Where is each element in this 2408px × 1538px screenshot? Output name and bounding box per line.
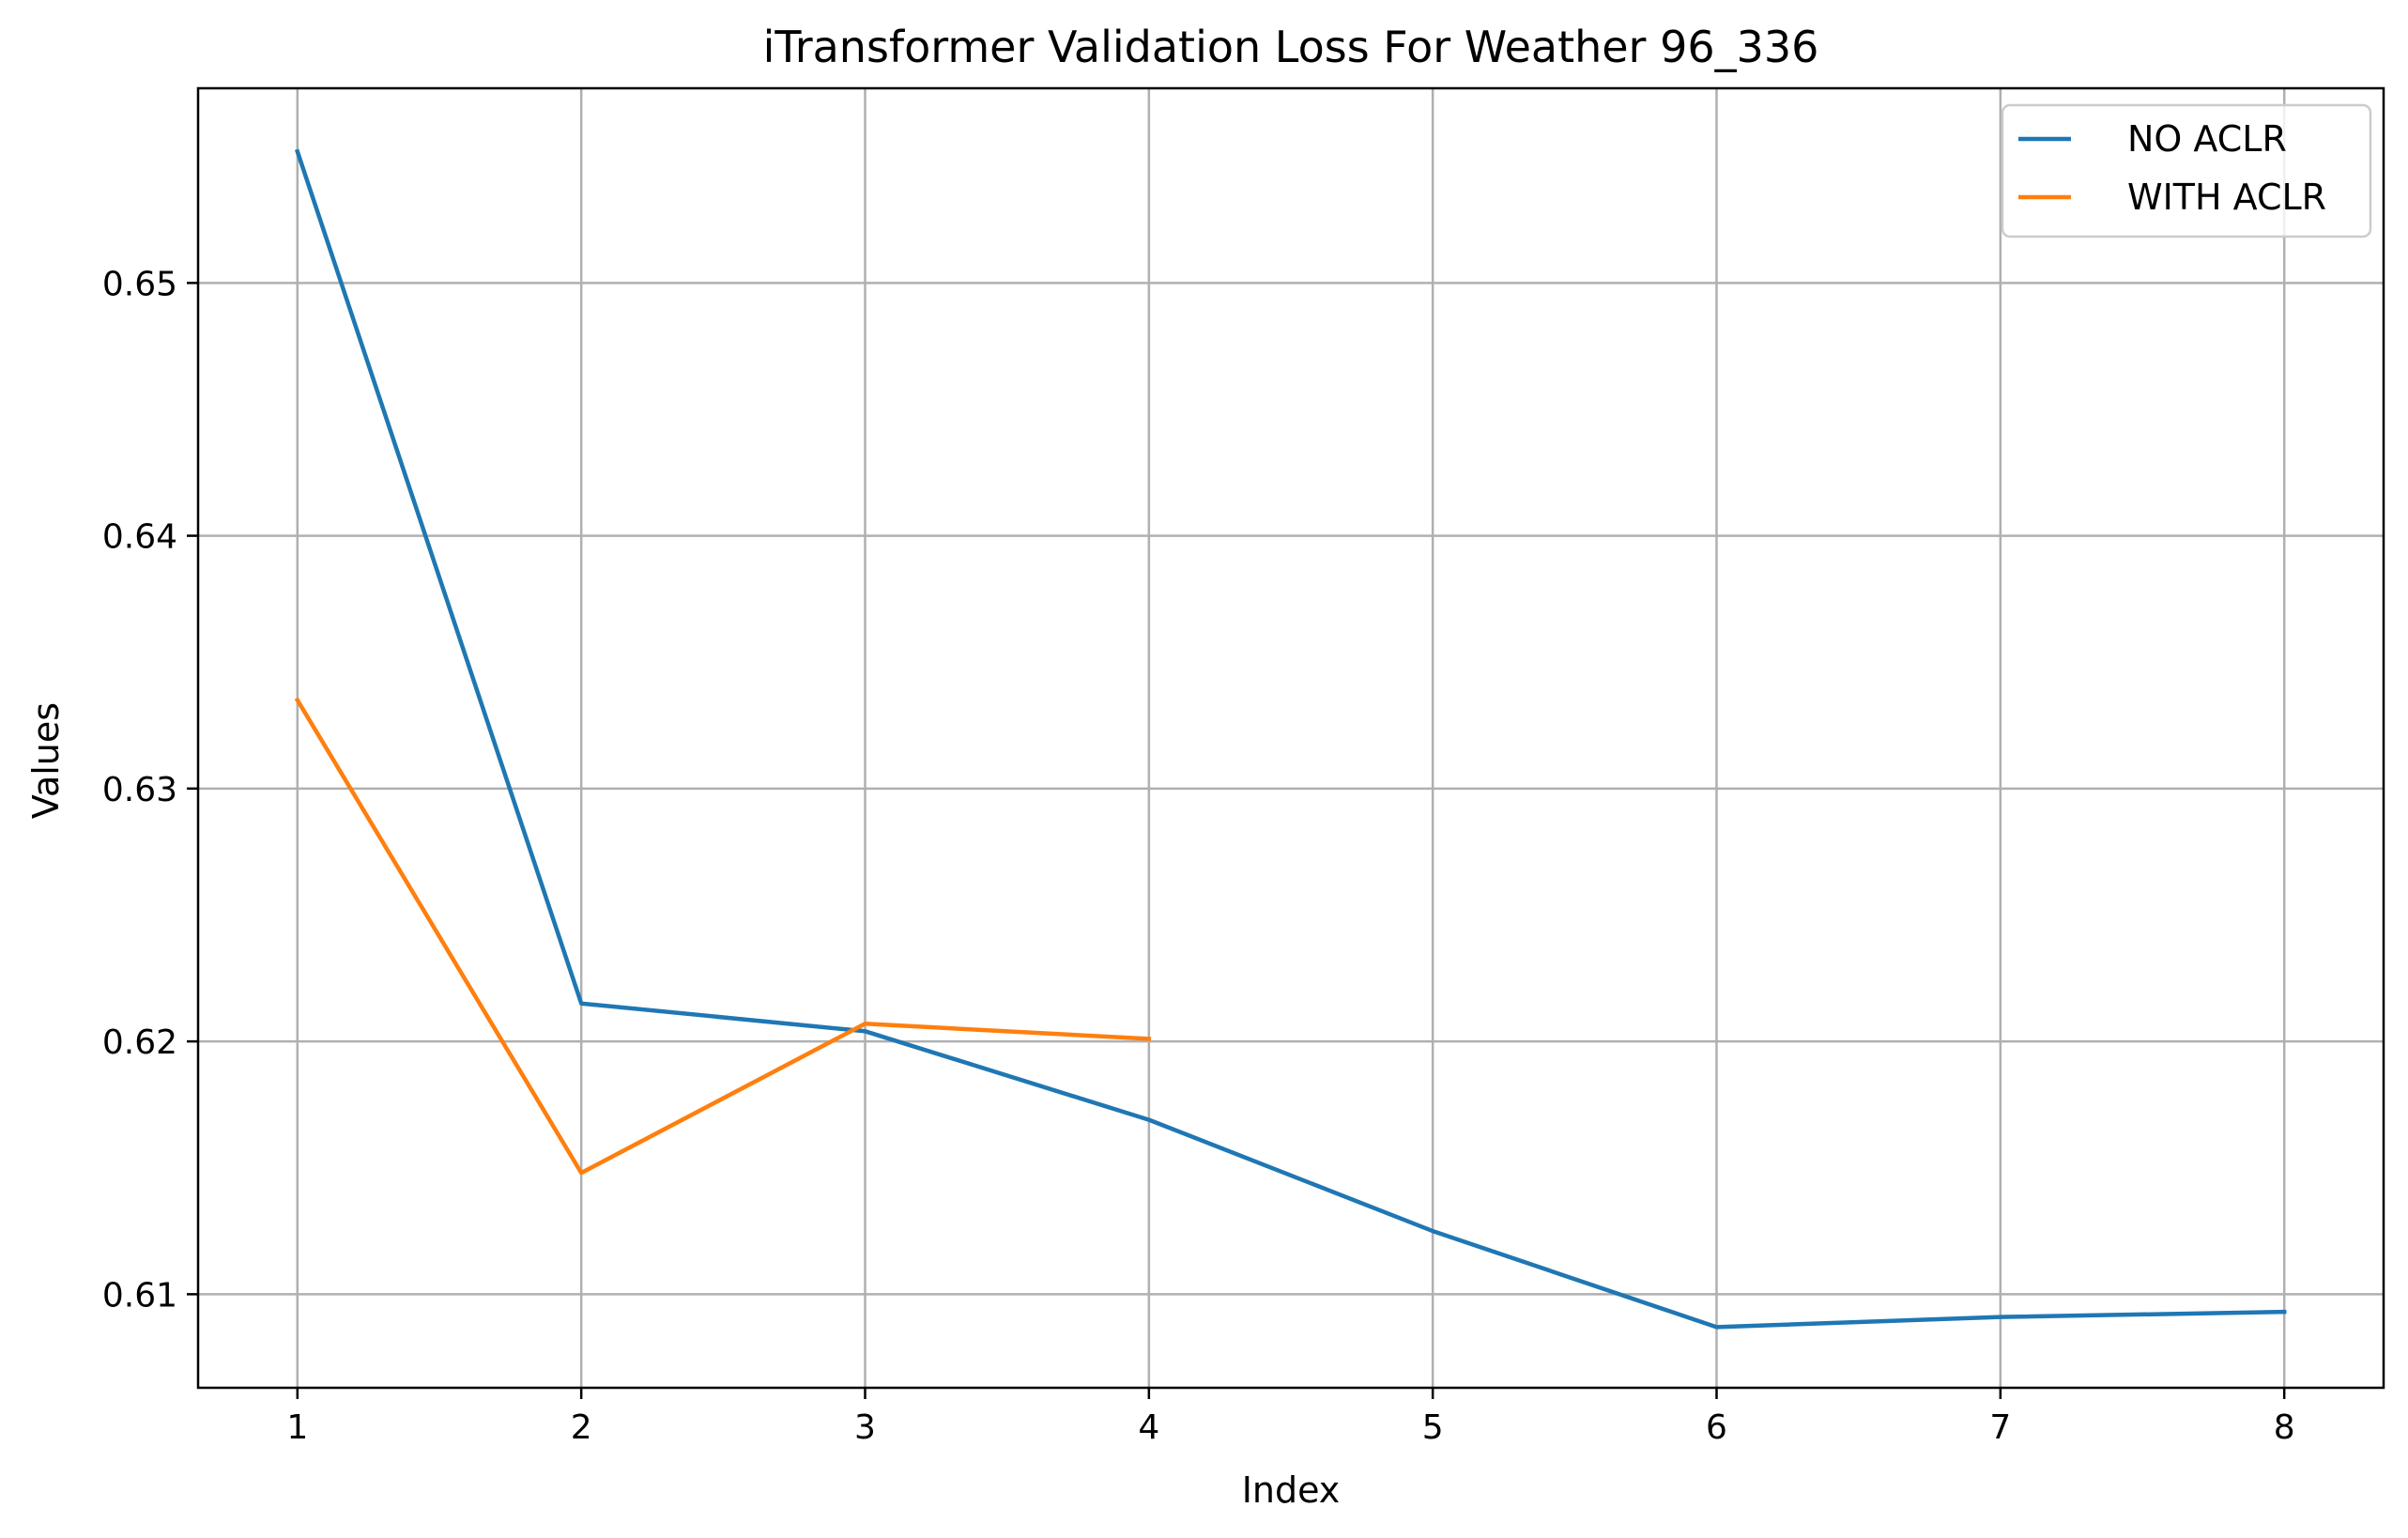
x-tick-label: 2 [571,1408,592,1447]
x-tick-label: 8 [2274,1408,2295,1447]
x-tick-label: 4 [1138,1408,1159,1447]
x-tick-label: 1 [286,1408,308,1447]
x-tick-label: 6 [1706,1408,1727,1447]
series-lines [294,148,2287,1330]
y-tick-label: 0.62 [102,1023,177,1062]
y-tick-label: 0.64 [102,518,177,557]
y-axis-ticks: 0.61 0.62 0.63 0.64 0.65 [102,265,198,1315]
x-tick-label: 5 [1422,1408,1444,1447]
legend-entries: NO ACLR WITH ACLR [2018,118,2326,218]
y-tick-label: 0.63 [102,771,177,809]
x-tick-label: 7 [1989,1408,2011,1447]
legend-label: WITH ACLR [2127,177,2326,218]
x-axis-label: Index [1242,1469,1341,1511]
legend: NO ACLR WITH ACLR [2001,103,2372,238]
y-tick-label: 0.65 [102,265,177,303]
series-line-1 [294,148,2287,1330]
chart-title: iTransformer Validation Loss For Weather… [763,22,1819,72]
series-line-2 [294,697,1152,1176]
legend-label: NO ACLR [2127,118,2287,160]
grid [198,88,2384,1388]
y-tick-label: 0.61 [102,1276,177,1315]
y-axis-label: Values [25,702,67,819]
x-tick-label: 3 [854,1408,876,1447]
plot-frame [196,86,2385,1390]
x-axis-ticks: 1 2 3 4 5 6 7 8 [286,1388,2295,1447]
legend-box [2001,103,2372,238]
